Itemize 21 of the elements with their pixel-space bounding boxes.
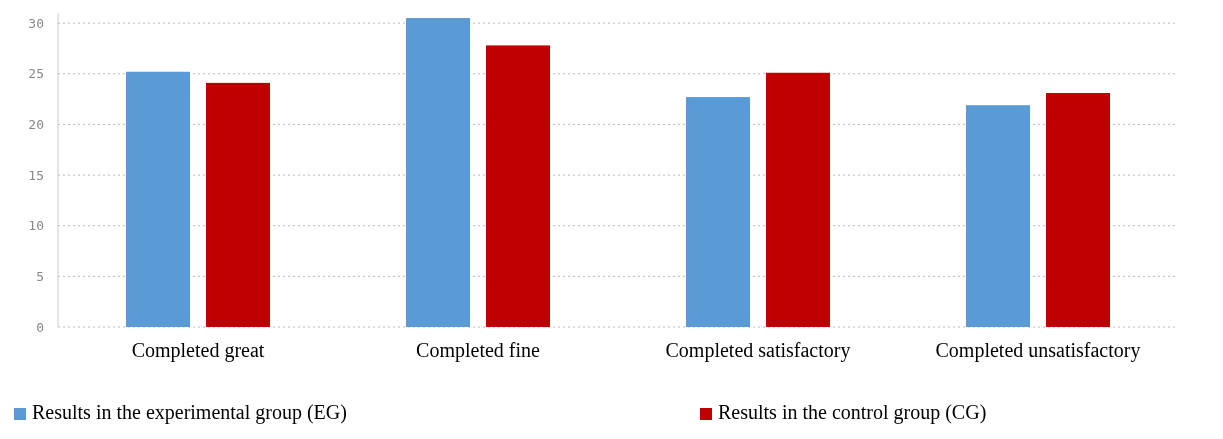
bar	[766, 72, 830, 327]
bar	[406, 18, 470, 327]
bar	[126, 71, 190, 327]
y-tick-label: 20	[28, 116, 44, 132]
bar	[486, 45, 550, 327]
y-tick-label: 5	[36, 268, 44, 284]
bar	[686, 97, 750, 327]
bar	[966, 105, 1030, 327]
legend-label: Results in the experimental group (EG)	[32, 401, 347, 424]
x-tick-label: Completed satisfactory	[665, 339, 851, 362]
x-tick-label: Completed great	[131, 339, 265, 362]
y-tick-label: 30	[28, 15, 44, 31]
legend-label: Results in the control group (CG)	[718, 401, 987, 424]
x-tick-label: Completed fine	[416, 339, 541, 362]
y-tick-label: 0	[36, 319, 44, 335]
y-tick-label: 25	[28, 66, 44, 82]
bar	[206, 82, 270, 327]
y-tick-label: 10	[28, 218, 44, 234]
x-tick-label: Completed unsatisfactory	[935, 339, 1141, 362]
bar	[1046, 93, 1110, 327]
y-tick-label: 15	[28, 167, 44, 183]
